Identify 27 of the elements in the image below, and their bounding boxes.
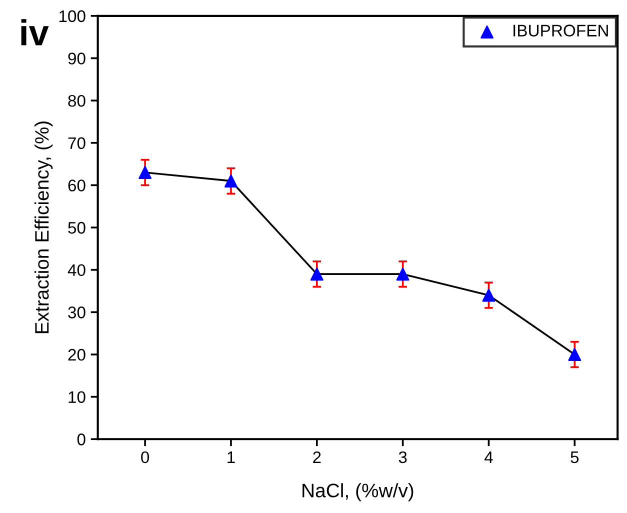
x-tick-label: 3: [398, 451, 407, 464]
point: [224, 174, 238, 188]
y-axis-title: Extraction Efficiency, (%): [34, 122, 53, 334]
y-tick-label: 80: [68, 94, 86, 107]
x-tick-label: 4: [484, 452, 493, 464]
text: iv: [21, 19, 49, 46]
y-tick-label: 10: [68, 391, 86, 404]
x-tick-label: 2: [313, 451, 321, 464]
y-tick-label: 0: [77, 434, 86, 446]
x-tick-label: 0: [141, 451, 150, 464]
y-tick-label: 70: [68, 137, 86, 150]
y-tick-label: 50: [68, 222, 86, 234]
point: [138, 166, 152, 179]
x-tick-label: 5: [570, 452, 579, 464]
legend-label: IBUPROFEN: [514, 24, 608, 36]
y-tick-label: 20: [68, 348, 86, 361]
x-tick-label: 1: [228, 452, 235, 464]
point: [482, 288, 496, 302]
y-tick-label: 30: [68, 306, 86, 318]
point: [310, 268, 324, 281]
y-tick-label: 60: [68, 180, 86, 192]
point: [568, 348, 582, 361]
y-tick-label: 40: [68, 264, 86, 276]
y-tick-label: 90: [68, 52, 86, 64]
x-axis-title: NaCl, (%w/v): [302, 483, 414, 502]
point: [396, 268, 410, 281]
y-tick-label: 100: [59, 10, 86, 22]
